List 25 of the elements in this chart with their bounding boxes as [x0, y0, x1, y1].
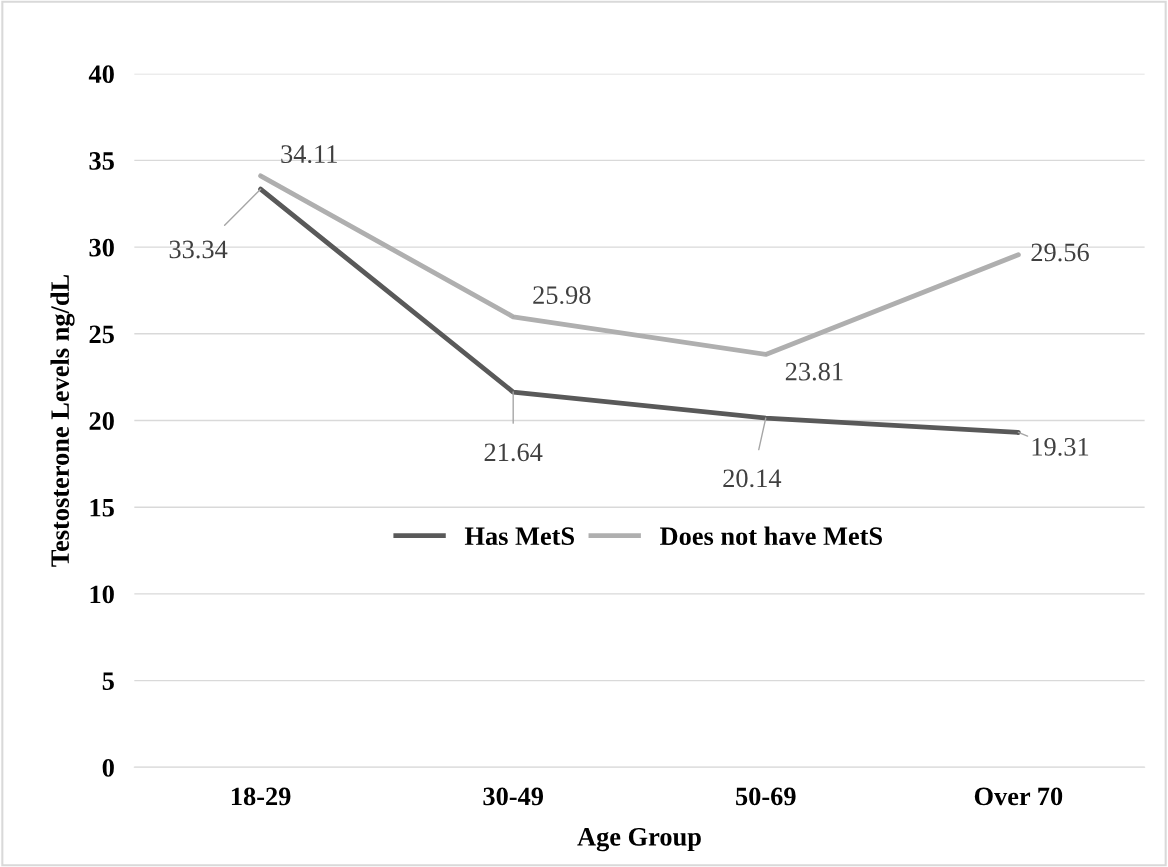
data-label: 23.81 — [785, 362, 843, 381]
y-tick-label: 10 — [90, 585, 114, 604]
y-tick-label: 20 — [89, 412, 114, 430]
data-label: 20.14 — [723, 469, 782, 488]
data-label: 29.56 — [1031, 243, 1089, 262]
y-tick-label: 25 — [89, 325, 114, 344]
y-axis-title: Testosterone Levels ng/dL — [50, 274, 75, 567]
data-label: 33.34 — [169, 240, 228, 259]
data-label: 19.31 — [1032, 438, 1089, 456]
y-tick-label: 30 — [89, 238, 114, 257]
y-tick-label: 0 — [102, 758, 114, 777]
y-tick-label: 15 — [90, 498, 114, 517]
y-tick-label: 35 — [89, 152, 114, 170]
x-tick-label: Over 70 — [974, 787, 1063, 806]
y-tick-label: 5 — [102, 672, 114, 691]
x-tick-label: 18-29 — [231, 787, 291, 806]
y-tick-label: 40 — [88, 65, 114, 84]
data-label: 21.64 — [484, 443, 543, 462]
data-label: 34.11 — [281, 145, 337, 164]
x-tick-label: 30-49 — [483, 787, 544, 806]
legend-label: Has MetS — [464, 527, 575, 546]
legend-label: Does not have MetS — [660, 526, 882, 546]
data-label: 25.98 — [533, 286, 591, 305]
x-tick-label: 50-69 — [736, 787, 796, 806]
x-axis-title: Age Group — [577, 827, 701, 852]
